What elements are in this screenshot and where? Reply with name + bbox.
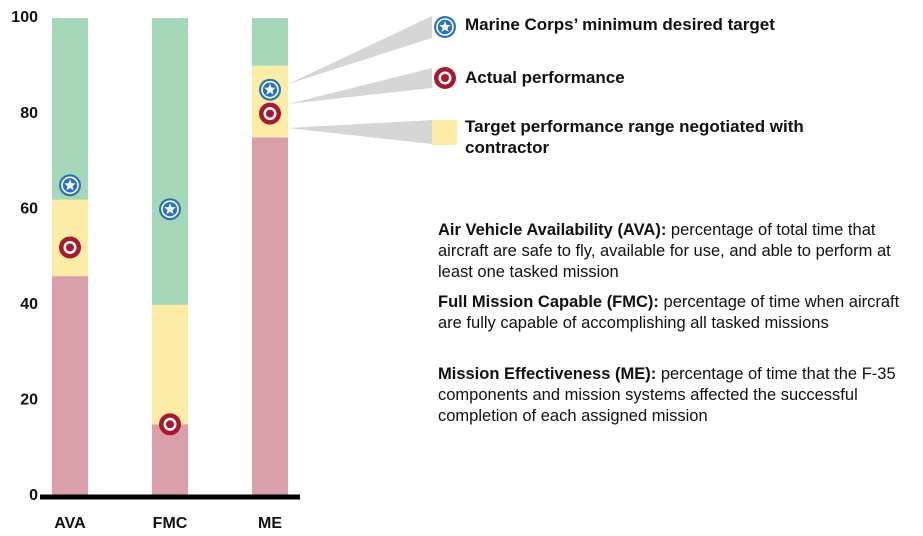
marker-dot [266,109,274,118]
marker [159,198,181,221]
y-tick-label: 40 [20,296,38,313]
y-tick-label: 80 [20,105,38,122]
y-tick-label: 60 [20,200,38,217]
legend-label: Actual performance [465,68,625,87]
y-tick-label: 100 [11,9,38,26]
bar-segment [152,18,188,305]
definition: Full Mission Capable (FMC): percentage o… [438,292,916,334]
callout [288,68,432,104]
bar-segment [252,18,288,66]
bar-segment [52,276,88,496]
marker-star [264,83,276,95]
definition: Air Vehicle Availability (AVA): percenta… [438,220,916,283]
x-tick-label: ME [258,515,282,532]
legend-label: Target performance range negotiated with… [465,117,804,157]
marker-star [439,21,451,32]
marker [259,102,281,125]
marker [159,413,181,436]
definition-text: percentage of total time that aircraft a… [438,221,891,281]
marker-star [164,203,176,215]
bar-segment [152,424,188,496]
definition: Mission Effectiveness (ME): percentage o… [438,364,916,427]
bar-segment [152,304,188,425]
bar-segment [252,137,288,496]
callout [288,16,432,84]
legend-icon [434,16,456,38]
marker-dot [166,420,174,429]
y-tick-label: 0 [29,487,38,504]
legend-swatch [432,120,457,145]
legend-label: Marine Corps’ minimum desired target [465,15,775,34]
definition-term: Air Vehicle Availability (AVA): [438,221,667,239]
marker-star [64,179,76,191]
marker-dot [66,243,74,252]
definition-term: Full Mission Capable (FMC): [438,293,659,311]
marker [59,174,81,197]
definition-term: Mission Effectiveness (ME): [438,365,657,383]
bar-segment [52,18,88,200]
definition-text: percentage of time when aircraft are ful… [438,293,900,332]
marker [259,78,281,101]
marker-ring [161,200,179,218]
marker [59,236,81,259]
definition-text: percentage of time that the F-35 compone… [438,365,896,425]
x-tick-label: AVA [54,515,86,532]
x-tick-label: FMC [153,515,188,532]
callout [288,120,432,144]
marker-dot [441,74,449,82]
bar-segment [252,65,288,138]
marker-ring [436,18,454,36]
marker-ring [261,80,279,99]
legend-icon [434,67,456,89]
y-tick-label: 20 [20,392,38,409]
marker-ring [61,176,79,195]
